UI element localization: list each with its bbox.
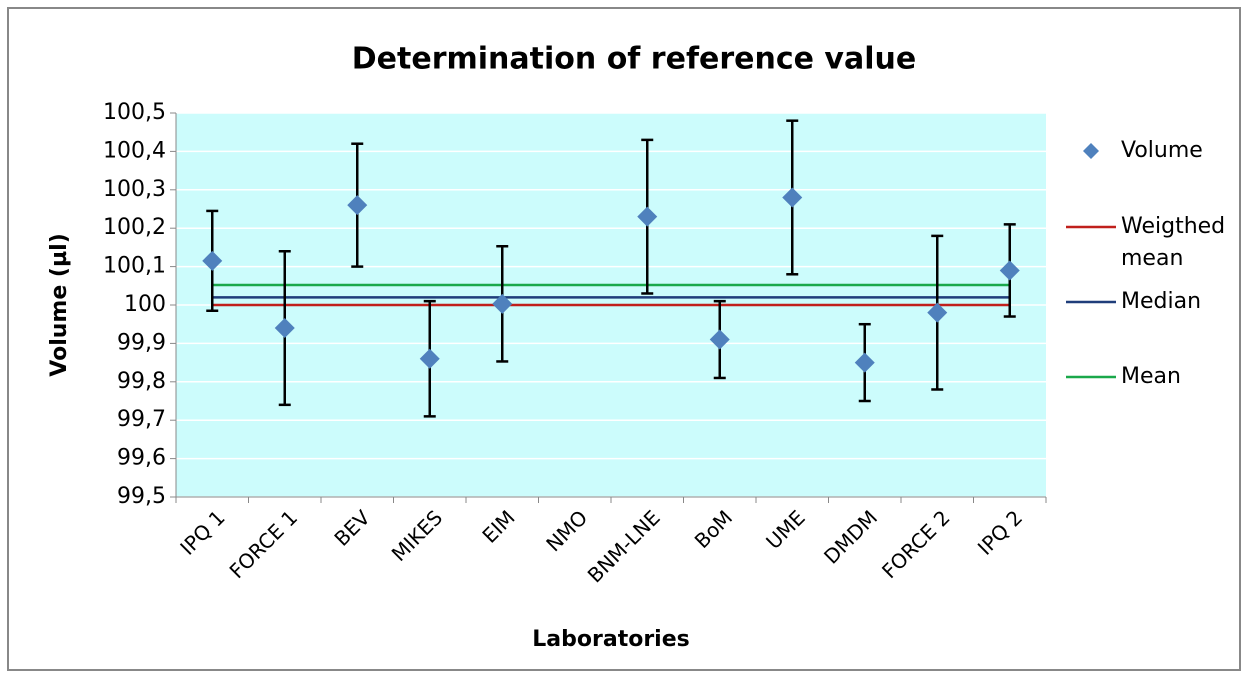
chart-title: Determination of reference value — [352, 42, 916, 77]
y-tick-label: 100 — [124, 292, 166, 317]
legend-label: Mean — [1121, 364, 1181, 389]
data-point — [637, 206, 658, 227]
y-tick-label: 99,7 — [117, 407, 166, 432]
data-point — [274, 318, 295, 339]
data-point — [999, 260, 1020, 281]
legend-label: Median — [1121, 289, 1202, 314]
y-tick-label: 100,5 — [103, 100, 166, 125]
legend-label: Volume — [1121, 138, 1203, 163]
y-tick-label: 100,2 — [103, 215, 166, 240]
data-point — [927, 302, 948, 323]
legend-label: Weigthed mean — [1121, 214, 1226, 271]
y-tick-label: 99,9 — [117, 330, 166, 355]
x-axis-label: Laboratories — [532, 627, 689, 652]
y-tick-label: 100,3 — [103, 177, 166, 202]
data-point — [492, 293, 513, 314]
data-point — [709, 329, 730, 350]
y-tick-label: 100,4 — [103, 138, 166, 163]
data-point — [782, 187, 803, 208]
data-point — [419, 348, 440, 369]
data-point — [202, 250, 223, 271]
y-axis-label: Volume (µl) — [47, 233, 72, 376]
y-tick-label: 100,1 — [103, 254, 166, 279]
legend-marker — [1083, 143, 1099, 159]
data-point — [347, 195, 368, 216]
y-tick-label: 99,5 — [117, 484, 166, 509]
y-tick-label: 99,6 — [117, 446, 166, 471]
data-point — [854, 352, 875, 373]
y-tick-label: 99,8 — [117, 369, 166, 394]
